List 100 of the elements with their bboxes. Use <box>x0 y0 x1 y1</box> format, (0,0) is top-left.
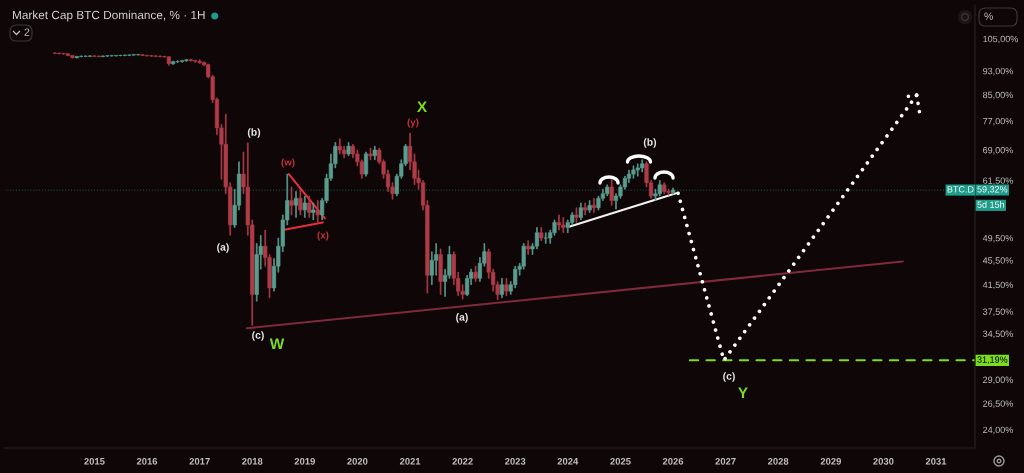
y-tick-label: 45,50% <box>982 257 1013 265</box>
annotation: BTC.D <box>947 186 974 193</box>
candlestick <box>561 217 566 234</box>
candlestick <box>302 195 307 218</box>
candlestick <box>298 188 303 216</box>
x-tick-label: 2029 <box>820 457 842 465</box>
candlestick <box>144 54 150 57</box>
y-tick-label: 105,00% <box>983 35 1018 44</box>
annotation: (y) <box>407 118 419 128</box>
candlestick <box>662 182 667 195</box>
candlestick <box>118 54 123 57</box>
text: % <box>984 12 993 20</box>
annotation: Y <box>738 387 748 398</box>
candlestick <box>609 178 614 206</box>
annotation: (w) <box>281 158 295 168</box>
candlestick <box>473 265 478 282</box>
candlestick <box>96 55 101 58</box>
ref-line-label: 31,19% <box>977 356 1008 364</box>
x-tick-label: 2017 <box>189 457 210 465</box>
candlestick <box>140 54 145 57</box>
annotation: 2 <box>24 28 30 36</box>
candlestick <box>526 240 531 255</box>
candlestick <box>293 191 299 218</box>
candlestick <box>438 248 443 295</box>
annotation: (a) <box>217 243 229 253</box>
y-tick-label: 29,00% <box>983 376 1013 385</box>
candlestick <box>311 202 316 221</box>
x-tick-label: 2018 <box>242 457 263 465</box>
candlestick <box>574 207 579 223</box>
annotation: (b) <box>247 128 261 138</box>
candlestick <box>670 187 676 195</box>
chart-title: Market Cap BTC Dominance, % · 1H <box>12 10 205 22</box>
candlestick <box>87 55 93 58</box>
candlestick <box>346 142 351 157</box>
candlestick <box>92 55 97 58</box>
candlestick <box>368 147 373 161</box>
annotation: (b) <box>643 138 657 148</box>
candlestick <box>193 59 198 63</box>
annotation: (c) <box>252 331 264 341</box>
candlestick <box>363 151 369 177</box>
y-tick-label: 24,00% <box>983 426 1013 435</box>
annotation: (a) <box>456 313 468 323</box>
y-tick-label: 34,50% <box>982 330 1013 339</box>
candlestick <box>587 200 592 213</box>
y-tick-label: 37,50% <box>982 308 1013 316</box>
x-tick-label: 2026 <box>662 457 684 465</box>
candlestick <box>114 54 119 57</box>
y-tick-label: 85,00% <box>983 91 1013 100</box>
annotation: (c) <box>723 372 735 382</box>
candlestick <box>631 165 636 179</box>
candlestick <box>337 138 342 155</box>
candlestick <box>605 184 610 197</box>
candlestick <box>504 278 509 297</box>
candlestick <box>578 202 583 221</box>
candlestick <box>289 186 294 216</box>
candlestick <box>52 52 57 55</box>
x-tick-label: 2027 <box>715 457 736 465</box>
candlestick <box>315 200 320 223</box>
candlestick <box>61 52 66 55</box>
ref-line-label: 59,32% <box>977 186 1008 194</box>
candlestick <box>372 145 377 161</box>
annotation: W <box>269 338 285 349</box>
x-tick-label: 2022 <box>452 457 473 465</box>
candlestick <box>153 55 158 58</box>
candlestick <box>184 58 189 62</box>
y-tick-label: 49,50% <box>982 234 1013 243</box>
y-tick-label: 77,00% <box>983 117 1013 126</box>
candlestick <box>591 197 597 213</box>
candlestick <box>122 54 128 57</box>
annotation: X <box>417 101 427 112</box>
x-tick-label: 2031 <box>925 457 947 465</box>
x-tick-label: 2030 <box>873 457 894 465</box>
candlestick <box>583 202 588 216</box>
candlestick <box>149 54 154 57</box>
candlestick <box>556 214 562 231</box>
annotation: (x) <box>317 231 329 241</box>
candlestick <box>539 227 544 242</box>
y-tick-label: 93,00% <box>983 67 1013 76</box>
candlestick <box>171 60 176 65</box>
candlestick <box>83 55 88 58</box>
y-tick-label: 41,50% <box>982 281 1013 290</box>
candlestick <box>131 53 136 56</box>
y-tick-label: 26,50% <box>983 400 1013 408</box>
candlestick <box>127 54 132 57</box>
x-tick-label: 2023 <box>505 457 526 465</box>
x-tick-label: 2025 <box>610 457 631 465</box>
candlestick <box>166 56 171 66</box>
x-tick-label: 2021 <box>399 457 421 465</box>
candlestick <box>635 163 640 177</box>
x-tick-label: 2024 <box>557 457 579 465</box>
candlestick <box>307 195 312 218</box>
x-tick-label: 2015 <box>84 457 105 465</box>
candlestick <box>499 278 505 299</box>
x-tick-label: 2028 <box>767 457 789 465</box>
candlestick <box>70 54 75 59</box>
candlestick <box>65 53 71 57</box>
y-tick-label: 61,50% <box>983 177 1013 185</box>
text: 5d 15h <box>977 201 1005 208</box>
x-tick-label: 2016 <box>136 457 158 465</box>
candlestick <box>657 180 662 197</box>
